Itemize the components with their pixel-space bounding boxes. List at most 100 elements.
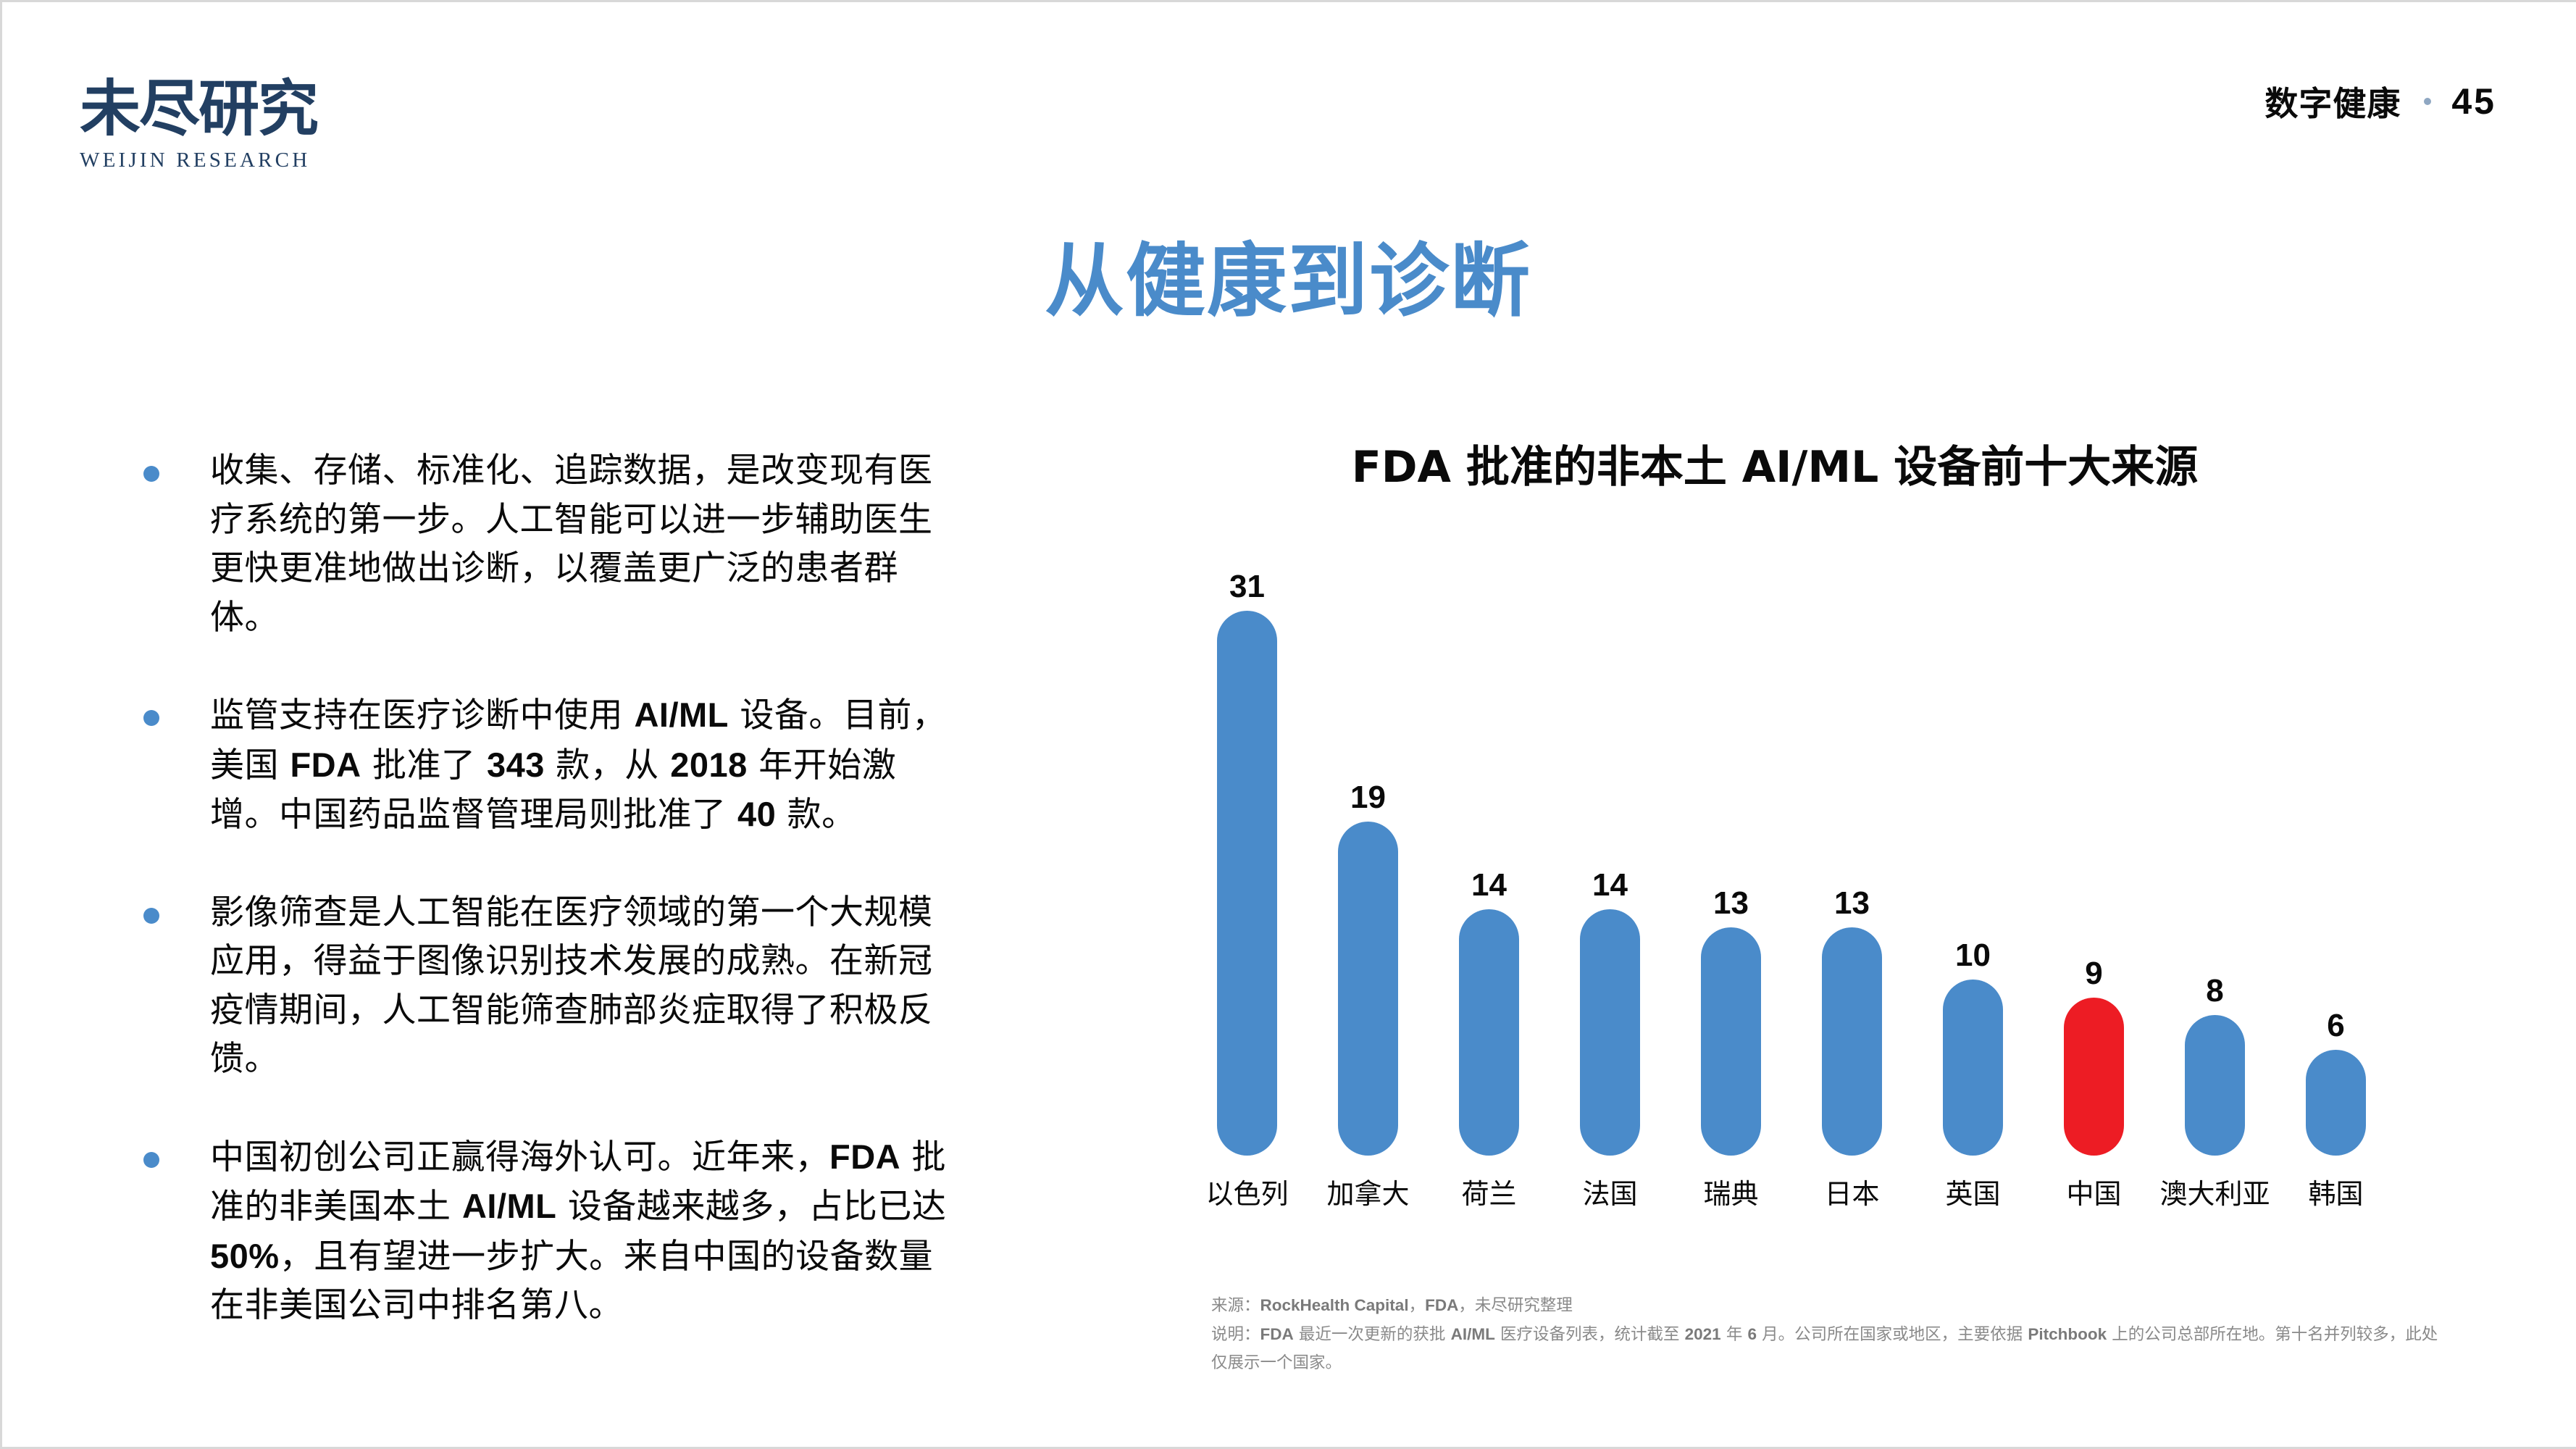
- bar-group: 14 荷兰: [1429, 551, 1550, 1246]
- bar-value-label: 10: [1955, 938, 1991, 974]
- bar-value-label: 19: [1350, 779, 1386, 815]
- body-text: 年: [1720, 1325, 1748, 1344]
- header-section-indicator: 数字健康 45: [2265, 78, 2496, 125]
- bar-group: 19 加拿大: [1308, 551, 1429, 1246]
- note-text: FDA 最近一次更新的获批 AI/ML 医疗设备列表，统计截至 2021 年 6…: [1211, 1325, 2438, 1372]
- category-label: 英国: [1945, 1178, 2001, 1210]
- bar-value-label: 13: [1834, 885, 1870, 921]
- bar: [1701, 927, 1761, 1156]
- body-text: 设备越来越多，占比已达: [556, 1187, 947, 1227]
- category-label: 中国: [2066, 1178, 2122, 1210]
- emphasis-text: 6: [1747, 1325, 1757, 1343]
- bar-group: 13 瑞典: [1670, 551, 1791, 1246]
- bar-group: 14 法国: [1550, 551, 1670, 1246]
- bullet-dot-icon: [143, 710, 159, 726]
- page-number: 45: [2451, 81, 2496, 122]
- emphasis-text: AI/ML: [461, 1187, 557, 1225]
- emphasis-text: Pitchbook: [2028, 1325, 2107, 1343]
- body-text: 影像筛查是人工智能在医疗领域的第一个大规模应用，得益于图像识别技术发展的成熟。在…: [210, 892, 933, 1080]
- bar-group: 13 日本: [1791, 551, 1912, 1246]
- bar: [1459, 909, 1519, 1156]
- bar-value-label: 14: [1471, 867, 1507, 903]
- body-text: 医疗设备列表，统计截至: [1494, 1325, 1685, 1344]
- category-label: 澳大利亚: [2159, 1178, 2270, 1210]
- bar-group: 10 英国: [1912, 551, 2033, 1246]
- body-text: 批准的非美国本土: [210, 1137, 947, 1227]
- bar-chart: 31 以色列 19 加拿大 14 荷兰 14 法国 13 瑞典 13 日本 10 英国 9 中国 8 澳大利亚 6 韩…: [1187, 551, 2404, 1246]
- bar-value-label: 13: [1713, 885, 1749, 921]
- emphasis-text: FDA: [1260, 1325, 1294, 1343]
- bar-value-label: 31: [1229, 568, 1265, 604]
- bar-value-label: 14: [1592, 867, 1628, 903]
- emphasis-text: AI/ML: [1450, 1325, 1495, 1343]
- category-label: 日本: [1824, 1178, 1880, 1210]
- body-text: 中国初创公司正赢得海外认可。近年来，: [210, 1137, 829, 1177]
- source-line: 来源：RockHealth Capital，FDA，未尽研究整理: [1211, 1291, 2443, 1320]
- bar-group: 31 以色列: [1187, 551, 1308, 1246]
- body-text: 设备。目前，美国: [210, 696, 947, 785]
- bullet-dot-icon: [143, 907, 159, 924]
- bar-group: 9 中国: [2033, 551, 2154, 1246]
- source-label: 来源：: [1211, 1296, 1260, 1315]
- body-text: ，: [1408, 1296, 1426, 1315]
- emphasis-text: 2021: [1684, 1325, 1721, 1343]
- body-text: 上的公司总部所在地。第十名并列较多，此处仅展示一个国家。: [1211, 1325, 2438, 1372]
- bar-value-label: 6: [2327, 1008, 2345, 1044]
- footnote: 来源：RockHealth Capital，FDA，未尽研究整理 说明：FDA …: [1211, 1291, 2443, 1377]
- bar: [2185, 1014, 2245, 1156]
- bar: [1943, 980, 2003, 1156]
- bullet-dot-icon: [143, 1151, 159, 1168]
- logo-english-text: WEIJIN RESEARCH: [80, 149, 311, 172]
- page-title: 从健康到诊断: [1045, 235, 1531, 327]
- emphasis-text: FDA: [290, 745, 361, 784]
- bar: [1822, 927, 1882, 1156]
- category-label: 以色列: [1205, 1178, 1289, 1210]
- bar: [1217, 610, 1277, 1156]
- bar-value-label: 9: [2085, 955, 2103, 991]
- bullet-item: 影像筛查是人工智能在医疗领域的第一个大规模应用，得益于图像识别技术发展的成熟。在…: [143, 888, 955, 1084]
- emphasis-text: RockHealth Capital: [1260, 1296, 1409, 1314]
- bar: [1580, 909, 1640, 1156]
- logo-chinese-text: 未尽研究: [80, 72, 319, 144]
- bullet-item: 收集、存储、标准化、追踪数据，是改变现有医疗系统的第一步。人工智能可以进一步辅助…: [143, 446, 955, 642]
- category-label: 荷兰: [1461, 1178, 1517, 1210]
- bullet-dot-icon: [143, 466, 159, 482]
- body-text: 月。公司所在国家或地区，主要依据: [1757, 1325, 2028, 1344]
- bullet-list: 收集、存储、标准化、追踪数据，是改变现有医疗系统的第一步。人工智能可以进一步辅助…: [143, 446, 955, 1330]
- body-text: 监管支持在医疗诊断中使用: [210, 696, 635, 735]
- separator-dot-icon: [2424, 98, 2432, 105]
- note-line: 说明：FDA 最近一次更新的获批 AI/ML 医疗设备列表，统计截至 2021 …: [1211, 1320, 2443, 1377]
- emphasis-text: 40: [737, 795, 777, 833]
- emphasis-text: FDA: [829, 1137, 901, 1176]
- category-label: 加拿大: [1326, 1178, 1410, 1210]
- logo: 未尽研究 WEIJIN RESEARCH: [80, 75, 330, 172]
- emphasis-text: FDA: [1425, 1296, 1459, 1314]
- bar: [2064, 997, 2124, 1156]
- emphasis-text: 50%: [210, 1236, 280, 1275]
- body-text: 最近一次更新的获批: [1293, 1325, 1451, 1344]
- category-label: 瑞典: [1703, 1178, 1759, 1210]
- chart-title: FDA 批准的非本土 AI/ML 设备前十大来源: [1351, 442, 2199, 493]
- bar-group: 6 韩国: [2275, 551, 2396, 1246]
- source-text: RockHealth Capital，FDA，未尽研究整理: [1260, 1296, 1573, 1315]
- bar-value-label: 8: [2206, 972, 2224, 1009]
- category-label: 韩国: [2308, 1178, 2364, 1210]
- body-text: ，未尽研究整理: [1458, 1296, 1573, 1315]
- bullet-item: 监管支持在医疗诊断中使用 AI/ML 设备。目前，美国 FDA 批准了 343 …: [143, 690, 955, 840]
- section-name: 数字健康: [2265, 84, 2401, 123]
- body-text: 年开始激增。中国药品监督管理局则批准了: [210, 745, 897, 835]
- bullet-item: 中国初创公司正赢得海外认可。近年来，FDA 批准的非美国本土 AI/ML 设备越…: [143, 1132, 955, 1330]
- body-text: 批准了: [361, 745, 487, 785]
- bar: [1338, 821, 1398, 1156]
- category-label: 法国: [1582, 1178, 1638, 1210]
- note-label: 说明：: [1211, 1325, 1260, 1344]
- bar: [2306, 1050, 2366, 1156]
- bar-group: 8 澳大利亚: [2154, 551, 2275, 1246]
- body-text: 款。: [776, 795, 856, 835]
- body-text: 收集、存储、标准化、追踪数据，是改变现有医疗系统的第一步。人工智能可以进一步辅助…: [210, 451, 933, 638]
- body-text: ，且有望进一步扩大。来自中国的设备数量在非美国公司中排名第八。: [210, 1236, 934, 1326]
- emphasis-text: 343: [486, 745, 545, 784]
- emphasis-text: 2018: [670, 745, 748, 784]
- body-text: 款，从: [544, 745, 671, 785]
